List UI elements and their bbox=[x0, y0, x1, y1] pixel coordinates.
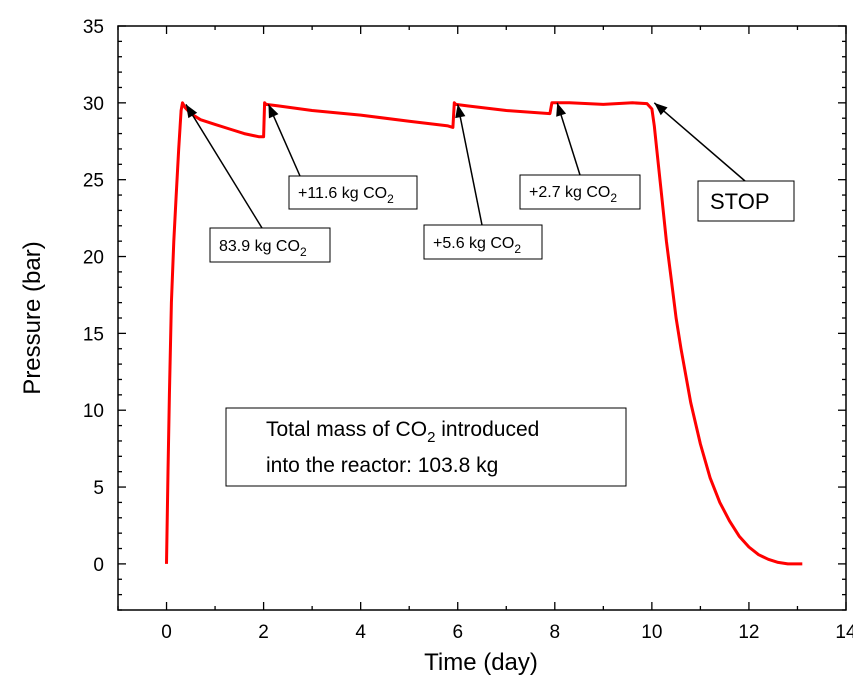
x-tick-label: 8 bbox=[550, 622, 561, 643]
annotation-text: +5.6 kg CO bbox=[433, 235, 514, 252]
annotation-arrow-head bbox=[185, 104, 198, 119]
annotation-box bbox=[519, 174, 641, 210]
annotation-text: STOP bbox=[710, 189, 770, 214]
y-tick-label: 0 bbox=[93, 555, 104, 576]
annotation-arrow-line bbox=[456, 104, 483, 226]
axis-ticks bbox=[117, 25, 847, 611]
annotation-arrows bbox=[185, 102, 746, 229]
svg-text:+2.7 kg CO2: +2.7 kg CO2 bbox=[529, 184, 617, 205]
annotation-text: +2.7 kg CO bbox=[529, 184, 610, 201]
x-tick-label: 10 bbox=[641, 622, 662, 643]
x-tick-label: 4 bbox=[355, 622, 366, 643]
annotation-arrow-head bbox=[654, 102, 668, 116]
total-mass-textbox: Total mass of CO2 introduced into the re… bbox=[225, 407, 627, 487]
tick-labels: 0 2 4 6 8 10 12 14 0 5 10 15 20 25 30 35 bbox=[83, 17, 853, 643]
annotation-box bbox=[209, 227, 331, 263]
y-tick-label: 25 bbox=[83, 171, 104, 192]
annotation-arrow-line bbox=[185, 103, 263, 229]
annotation-stop: STOP bbox=[697, 180, 795, 222]
y-tick-label: 5 bbox=[93, 478, 104, 499]
annotation-subscript: 2 bbox=[610, 191, 617, 205]
svg-text:Total mass of CO2 introduced: Total mass of CO2 introduced bbox=[266, 418, 539, 446]
annotation-11-6kg: +11.6 kg CO2 bbox=[288, 175, 418, 210]
annotation-text: +11.6 kg CO bbox=[298, 185, 387, 202]
annotation-box bbox=[288, 175, 418, 210]
y-tick-label: 30 bbox=[83, 94, 104, 115]
annotation-box bbox=[423, 224, 543, 260]
x-tick-label: 0 bbox=[161, 622, 172, 643]
textbox-line2: into the reactor: 103.8 kg bbox=[266, 454, 498, 477]
annotation-arrow-head bbox=[268, 104, 279, 119]
annotation-subscript: 2 bbox=[387, 192, 394, 206]
textbox-line1-subscript: 2 bbox=[427, 429, 435, 446]
y-tick-label: 35 bbox=[83, 17, 104, 38]
annotation-5-6kg: +5.6 kg CO2 bbox=[423, 224, 543, 260]
annotation-83-9kg: 83.9 kg CO2 bbox=[209, 227, 331, 263]
x-tick-label: 2 bbox=[258, 622, 269, 643]
annotation-arrow-line bbox=[267, 104, 301, 177]
annotation-text: 83.9 kg CO bbox=[219, 238, 300, 255]
y-tick-label: 20 bbox=[83, 248, 104, 269]
y-tick-label: 10 bbox=[83, 401, 104, 422]
y-axis-title: Pressure (bar) bbox=[19, 241, 46, 394]
textbox-line1-suffix: introduced bbox=[435, 418, 539, 441]
annotation-subscript: 2 bbox=[514, 242, 521, 256]
pressure-series-line bbox=[165, 101, 803, 566]
textbox-frame bbox=[225, 407, 627, 487]
svg-text:83.9 kg CO2: 83.9 kg CO2 bbox=[219, 238, 307, 259]
x-tick-label: 6 bbox=[452, 622, 463, 643]
annotation-box bbox=[697, 180, 795, 222]
plot-frame bbox=[117, 25, 847, 611]
svg-text:+11.6 kg CO2: +11.6 kg CO2 bbox=[298, 185, 394, 206]
svg-text:+5.6 kg CO2: +5.6 kg CO2 bbox=[433, 235, 521, 256]
annotation-subscript: 2 bbox=[300, 245, 307, 259]
x-tick-label: 12 bbox=[738, 622, 759, 643]
x-tick-label: 14 bbox=[835, 622, 853, 643]
annotation-2-7kg: +2.7 kg CO2 bbox=[519, 174, 641, 210]
y-tick-label: 15 bbox=[83, 324, 104, 345]
x-axis-title: Time (day) bbox=[424, 649, 538, 676]
annotation-arrow-head bbox=[556, 102, 567, 117]
textbox-line1-text: Total mass of CO bbox=[266, 418, 427, 441]
annotation-arrow-head bbox=[455, 104, 466, 119]
annotation-arrow-line bbox=[653, 102, 746, 182]
